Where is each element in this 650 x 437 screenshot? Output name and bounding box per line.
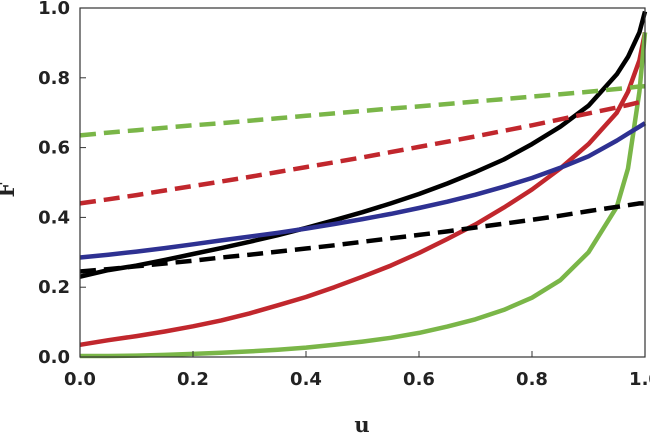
series-line-1-solid	[79, 10, 648, 279]
series-line-2-solid	[79, 31, 648, 348]
x-axis-title: u	[354, 412, 369, 437]
x-tick-label: 0.4	[290, 369, 322, 390]
series-line-5-dashed	[79, 201, 645, 274]
y-axis-title: F	[0, 182, 19, 197]
y-tick-label: 0.0	[38, 347, 70, 368]
x-tick-label: 0.8	[516, 369, 548, 390]
y-tick-label: 0.2	[38, 277, 70, 298]
y-tick-label: 0.4	[38, 207, 70, 228]
x-tick-label: 0.6	[403, 369, 435, 390]
series-line-6-dashed	[79, 98, 646, 206]
y-tick-label: 1.0	[38, 0, 70, 19]
x-tick-label: 0.0	[64, 369, 96, 390]
series-line-7-dashed	[79, 83, 646, 138]
series-layer	[79, 10, 648, 359]
y-tick-label: 0.6	[38, 138, 70, 159]
x-tick-label: 0.2	[177, 369, 209, 390]
series-line-4-solid	[79, 121, 647, 260]
series-line-3-solid	[80, 32, 648, 359]
plot-frame	[79, 7, 646, 358]
y-tick-label: 0.8	[38, 68, 70, 89]
x-axis: 0.0 0.2 0.4 0.6 0.8 1.0	[64, 351, 650, 390]
x-tick-label: 1.0	[629, 369, 650, 390]
y-axis: 0.0 0.2 0.4 0.6 0.8 1.0	[38, 0, 86, 368]
